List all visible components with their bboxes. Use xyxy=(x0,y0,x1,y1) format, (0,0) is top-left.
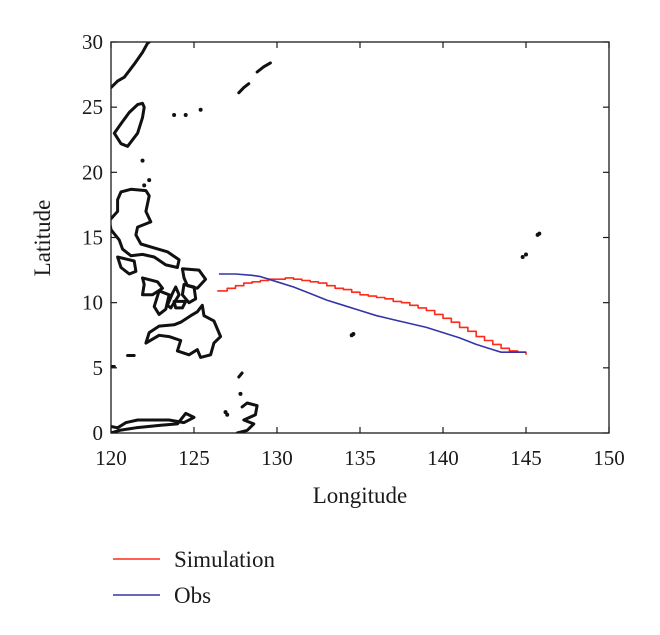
x-tick-label: 140 xyxy=(427,446,459,470)
coastline-ryukyu-2 xyxy=(255,61,272,74)
y-tick-label: 10 xyxy=(82,291,103,315)
island-dot xyxy=(524,252,528,257)
coastline-cebu xyxy=(165,285,181,310)
y-axis: 0 5 10 15 20 25 30 xyxy=(82,30,609,445)
legend-label-obs: Obs xyxy=(174,583,211,608)
island-dot xyxy=(172,112,177,117)
coastline-borneo xyxy=(111,411,196,433)
x-tick-label: 150 xyxy=(593,446,625,470)
coastline-leyte xyxy=(180,282,198,305)
y-tick-label: 30 xyxy=(82,30,103,54)
island-dot xyxy=(183,112,188,117)
y-axis-title: Latitude xyxy=(30,200,55,277)
x-tick-label: 125 xyxy=(178,446,210,470)
island-dot xyxy=(537,231,542,236)
island-dot xyxy=(225,412,230,417)
y-tick-label: 20 xyxy=(82,160,103,184)
coastline-samar xyxy=(180,267,208,290)
x-tick-label: 145 xyxy=(510,446,542,470)
coastline-layer xyxy=(111,42,542,433)
island-dot xyxy=(351,331,356,336)
island-dot xyxy=(520,255,525,260)
coastline-luzon xyxy=(111,187,181,269)
island-dot xyxy=(198,107,203,112)
x-tick-label: 130 xyxy=(261,446,293,470)
island-dot xyxy=(142,183,147,188)
x-tick-label: 135 xyxy=(344,446,376,470)
island-dot xyxy=(140,158,145,163)
coastline-halmahera xyxy=(235,401,259,433)
coastline-ryukyu-1 xyxy=(237,82,251,95)
coastline-china-coast xyxy=(111,42,151,90)
y-tick-label: 25 xyxy=(82,95,103,119)
series-line-obs xyxy=(218,273,526,353)
coastline-negros xyxy=(152,289,171,316)
coastline-taiwan xyxy=(112,101,146,148)
legend: Simulation Obs xyxy=(113,547,275,608)
plot-frame xyxy=(110,41,610,434)
series-line-simulation xyxy=(217,277,527,355)
coastline-mindoro xyxy=(116,255,138,276)
series-layer xyxy=(217,273,527,355)
x-axis: 120 125 130 135 140 145 150 xyxy=(95,42,625,470)
legend-label-simulation: Simulation xyxy=(174,547,275,572)
coastline-bohol xyxy=(172,299,188,310)
island-dot xyxy=(238,391,243,396)
y-tick-label: 15 xyxy=(82,226,103,250)
coastline-panay xyxy=(141,276,164,297)
x-tick-label: 120 xyxy=(95,446,127,470)
coastline-mindanao xyxy=(144,303,223,359)
island-dot xyxy=(147,178,152,183)
y-tick-label: 0 xyxy=(93,421,104,445)
y-tick-label: 5 xyxy=(93,356,104,380)
coastline-morotai xyxy=(237,371,244,379)
x-axis-title: Longitude xyxy=(313,483,408,508)
